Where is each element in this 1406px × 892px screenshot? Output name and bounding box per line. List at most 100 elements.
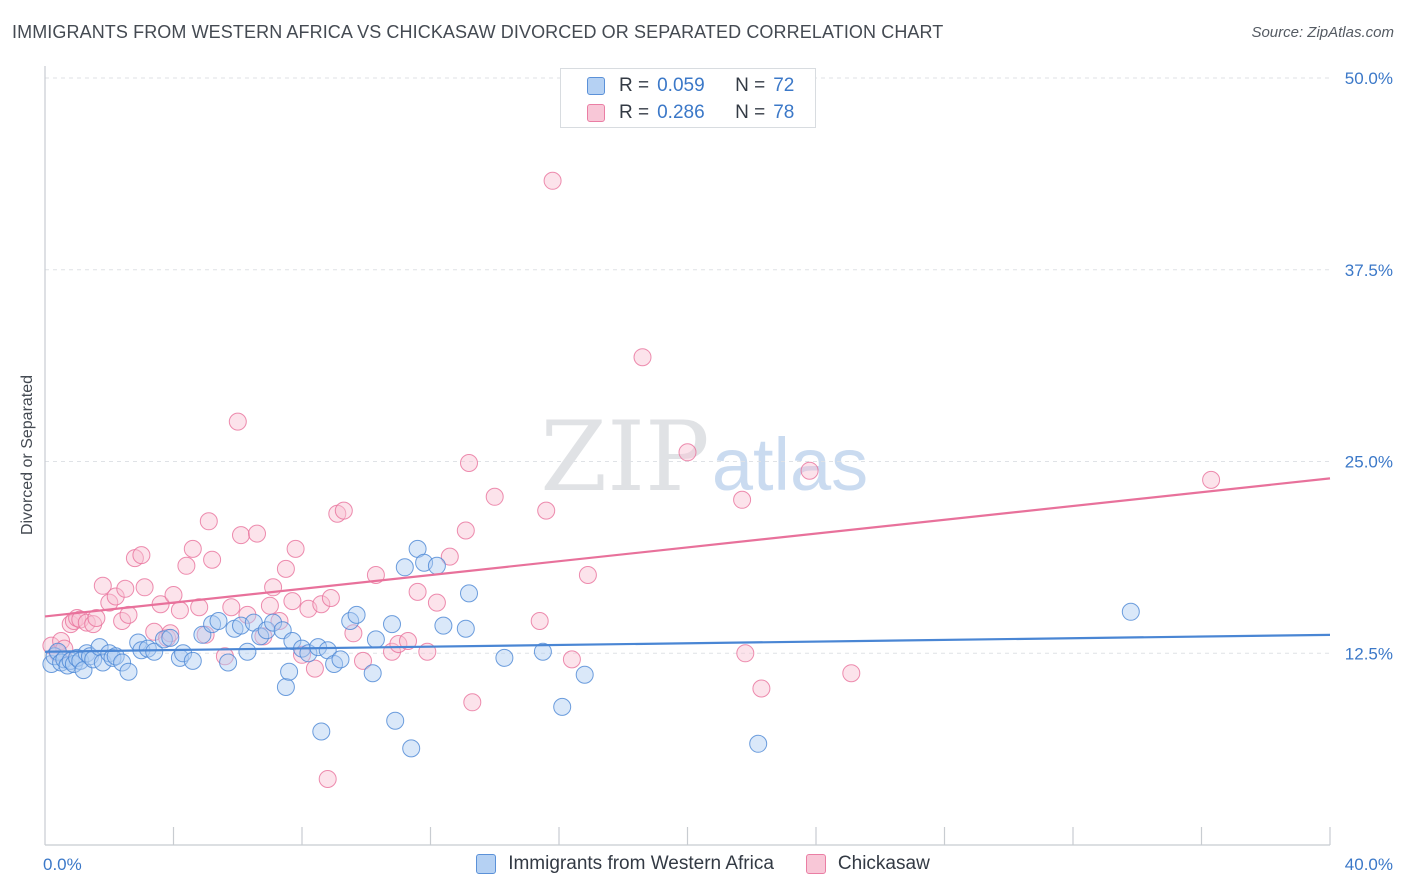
stats-legend: R = 0.059 N = 72 R = 0.286 N = 78 <box>560 68 816 128</box>
point-s0-42 <box>276 678 295 696</box>
point-s1-35 <box>232 526 250 545</box>
y-tick-label-2: 37.5% <box>1345 261 1393 280</box>
point-s1-68 <box>537 501 556 520</box>
point-s0-70 <box>749 734 768 753</box>
legend-swatch-chickasaw <box>587 104 605 122</box>
point-s0-68 <box>553 697 572 716</box>
point-s1-10 <box>87 609 106 627</box>
point-s0-43 <box>280 662 299 681</box>
legend-swatch-western-africa <box>476 854 497 874</box>
stats-legend-row-chickasaw: R = 0.286 N = 78 <box>587 100 794 126</box>
n-label: N = <box>735 75 766 96</box>
trend-layer <box>44 477 1331 653</box>
point-s1-27 <box>183 539 202 558</box>
watermark-atlas: atlas <box>712 423 868 506</box>
legend-label-chickasaw: Chickasaw <box>837 853 930 874</box>
point-s0-17 <box>103 648 122 667</box>
point-s1-57 <box>389 635 408 653</box>
point-s0-64 <box>456 619 475 638</box>
r-value: 0.286 <box>657 102 705 123</box>
point-s1-43 <box>283 592 302 611</box>
point-s0-26 <box>161 628 180 647</box>
point-s1-34 <box>228 412 247 431</box>
point-s1-79 <box>1202 470 1221 489</box>
point-s1-74 <box>733 490 752 509</box>
point-s1-25 <box>170 601 189 620</box>
point-s0-40 <box>264 613 283 632</box>
point-s1-48 <box>312 595 331 614</box>
point-s0-19 <box>113 653 132 672</box>
point-s1-26 <box>177 556 196 575</box>
point-s1-8 <box>77 613 96 632</box>
point-s0-62 <box>427 556 446 575</box>
point-s0-25 <box>154 630 173 649</box>
point-s1-44 <box>286 539 305 558</box>
point-s1-70 <box>562 650 581 669</box>
point-s1-13 <box>106 587 125 606</box>
point-s1-19 <box>135 578 154 597</box>
n-value: 78 <box>773 102 795 123</box>
point-s1-72 <box>633 348 652 367</box>
point-s0-39 <box>257 621 276 640</box>
y-tick-label-3: 50.0% <box>1345 69 1393 88</box>
point-s1-71 <box>578 566 597 584</box>
point-s0-71 <box>1121 602 1140 621</box>
point-s0-67 <box>533 642 552 661</box>
watermark: ZIP atlas <box>540 401 868 513</box>
point-s0-50 <box>325 655 344 673</box>
point-s1-33 <box>222 598 241 617</box>
point-s0-53 <box>347 605 366 624</box>
n-value: 72 <box>773 75 795 96</box>
r-value: 0.059 <box>657 75 705 96</box>
axes <box>44 66 1331 846</box>
point-s1-39 <box>260 596 279 615</box>
point-s0-66 <box>495 648 514 667</box>
point-s1-65 <box>463 693 482 712</box>
point-s1-45 <box>293 645 311 664</box>
point-s0-29 <box>183 651 202 670</box>
point-s0-69 <box>575 665 594 684</box>
point-s1-37 <box>248 524 266 543</box>
point-s0-24 <box>145 642 164 661</box>
point-s1-31 <box>203 550 222 569</box>
point-s1-18 <box>132 546 151 565</box>
source-credit: Source: ZipAtlas.com <box>1251 24 1394 41</box>
point-s0-20 <box>119 662 138 681</box>
point-s1-49 <box>318 770 337 788</box>
point-s0-58 <box>395 558 414 577</box>
point-s0-51 <box>331 650 350 669</box>
y-tick-label-0: 12.5% <box>1345 644 1393 663</box>
point-s1-54 <box>354 651 372 670</box>
series-legend: Immigrants from Western Africa Chickasaw <box>0 850 1406 878</box>
point-s0-48 <box>312 722 331 741</box>
r-label: R = <box>619 102 650 123</box>
point-s1-58 <box>399 632 417 650</box>
n-label: N = <box>735 102 766 123</box>
watermark-zip: ZIP <box>540 401 709 513</box>
point-s1-69 <box>543 171 562 190</box>
point-s0-63 <box>434 616 453 635</box>
point-s1-52 <box>334 501 353 520</box>
point-s1-55 <box>366 566 385 584</box>
trend-line-s1 <box>44 477 1331 618</box>
point-s1-73 <box>678 443 697 462</box>
point-s0-33 <box>219 653 238 672</box>
point-s0-55 <box>366 630 385 649</box>
legend-label-western-africa: Immigrants from Western Africa <box>508 853 774 874</box>
point-s0-59 <box>402 739 421 758</box>
point-s0-54 <box>363 664 382 683</box>
tick-labels: 12.5% 25.0% 37.5% 50.0% 0.0% 40.0% <box>43 69 1393 874</box>
point-s1-50 <box>321 589 340 607</box>
stats-legend-row-western-africa: R = 0.059 N = 72 <box>587 73 794 99</box>
point-s1-28 <box>190 598 209 617</box>
point-s0-65 <box>460 584 478 603</box>
point-s0-32 <box>209 612 228 630</box>
point-s1-67 <box>530 612 549 630</box>
point-s1-64 <box>460 454 478 472</box>
legend-item-western-africa: Immigrants from Western Africa <box>476 853 774 875</box>
point-s0-56 <box>383 615 401 634</box>
point-s1-78 <box>842 664 861 683</box>
point-s1-61 <box>427 593 446 612</box>
r-label: R = <box>619 75 650 96</box>
